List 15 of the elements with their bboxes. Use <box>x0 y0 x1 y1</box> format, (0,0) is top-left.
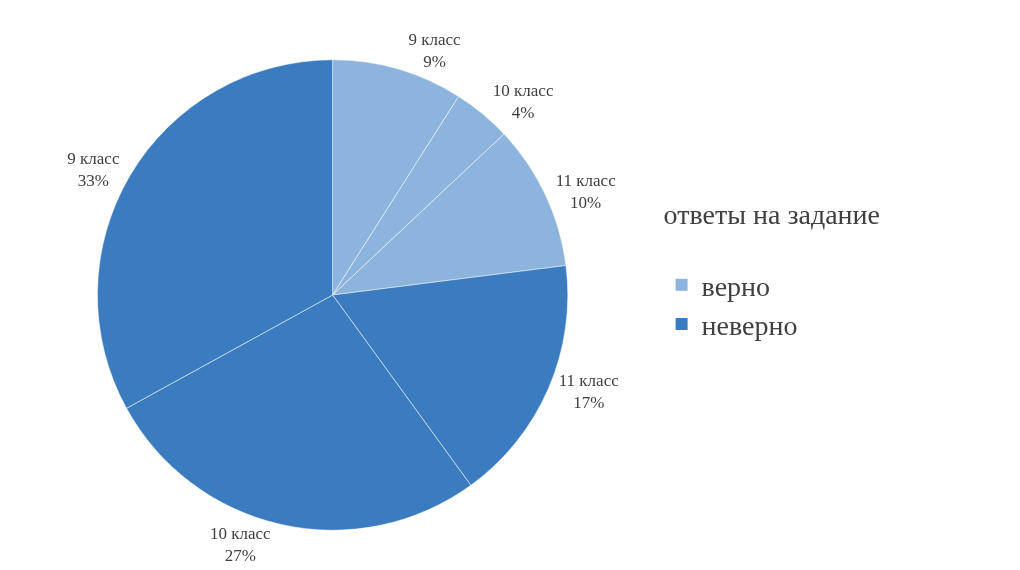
data-label: 4% <box>511 103 535 123</box>
slice-label: 11 класс <box>558 371 620 391</box>
data-label: 33% <box>77 171 109 191</box>
slice-label: 9 класс <box>67 149 120 169</box>
slice-label: 10 класс <box>492 81 554 101</box>
data-label: 9% <box>423 51 446 71</box>
data-label: 10% <box>570 192 602 212</box>
slice-label: 11 класс <box>555 170 617 190</box>
slice-label: 9 класс <box>408 29 462 49</box>
slice-label: 10 класс <box>209 523 272 543</box>
text: ответы на задание <box>663 198 880 230</box>
text: верно <box>701 270 771 302</box>
data-label: 17% <box>573 393 605 413</box>
data-label: 27% <box>224 545 256 565</box>
text: неверно <box>701 310 798 342</box>
